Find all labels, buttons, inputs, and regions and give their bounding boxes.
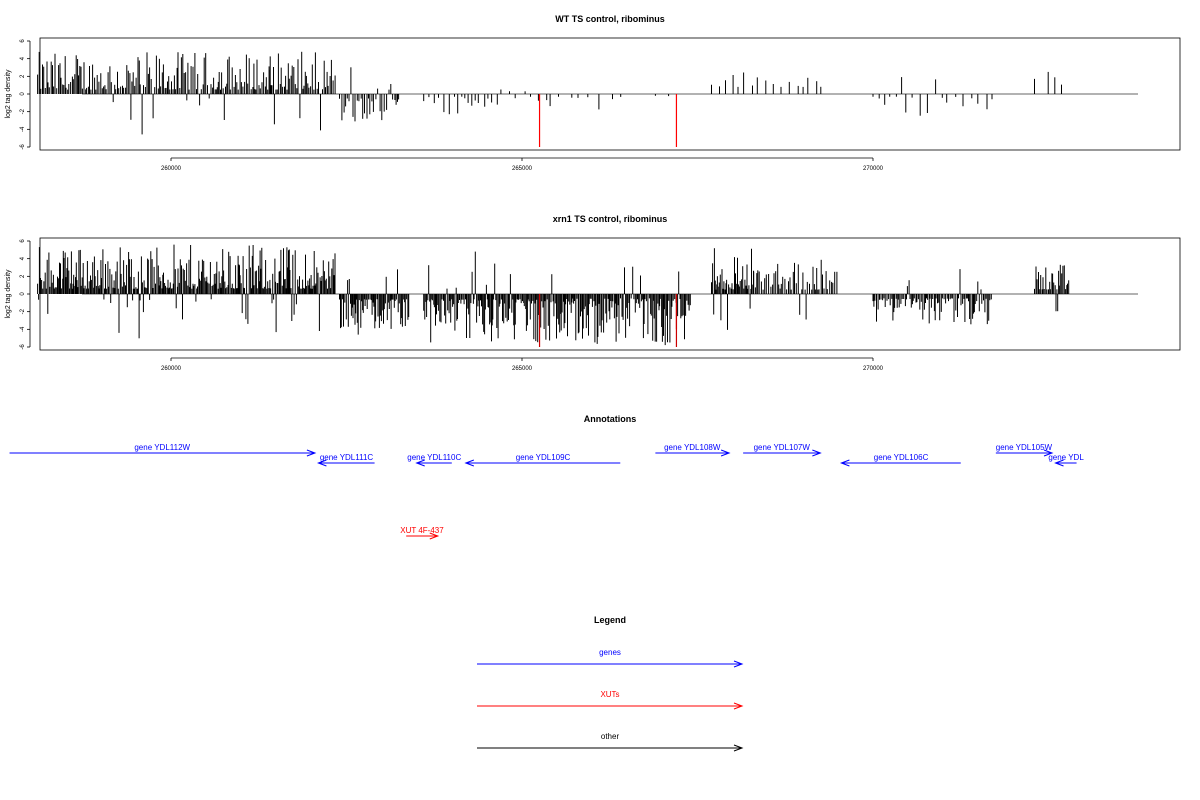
feature-arrowhead — [839, 459, 850, 467]
annotation-features: gene YDL112W gene YDL111C gene YDL110C gene… — [9, 443, 1084, 540]
feature-label: gene YDL107W — [754, 443, 811, 452]
legend-label: genes — [599, 648, 621, 657]
feature: gene YDL110C — [407, 453, 461, 467]
feature: gene YDL105W — [996, 443, 1054, 457]
feature-label: gene YDL109C — [516, 453, 571, 462]
y-tick-label: 6 — [20, 39, 26, 43]
legend-item: other — [477, 732, 744, 752]
legend-panel: Legend genes XUTs other — [477, 615, 744, 752]
x-tick-label: 260000 — [161, 166, 182, 172]
legend-arrowhead — [733, 744, 744, 752]
xrn1-coverage-panel: xrn1 TS control, ribominus log2 tag dens… — [5, 214, 1181, 372]
y-tick-label: 2 — [20, 274, 26, 278]
feature-arrowhead — [464, 459, 475, 467]
x-tick-label: 265000 — [512, 366, 533, 372]
y-tick-label: 0 — [20, 292, 26, 296]
feature-label: gene YDL106C — [874, 453, 929, 462]
feature: gene YDL111C — [316, 453, 375, 467]
x-tick-label: 265000 — [512, 166, 533, 172]
legend-item: genes — [477, 648, 744, 668]
feature-label: XUT 4F-437 — [400, 526, 444, 535]
feature-arrowhead — [720, 449, 731, 457]
wt-coverage-panel: WT TS control, ribominus log2 tag densit… — [5, 14, 1181, 172]
x-tick-label: 270000 — [863, 366, 884, 372]
feature-label: gene YDL108W — [664, 443, 721, 452]
wt-y-axis-label: log2 tag density — [5, 69, 12, 119]
y-tick-label: -2 — [20, 308, 26, 314]
xrn1-coverage-bars — [37, 244, 1070, 346]
xrn1-y-axis: -6 -4 -2 0 2 4 6 — [20, 239, 31, 350]
legend-title: Legend — [594, 615, 626, 625]
wt-x-axis: 260000 265000 270000 — [161, 157, 884, 172]
feature-arrowhead — [306, 449, 317, 457]
legend-label: other — [601, 732, 620, 741]
annotations-title: Annotations — [584, 414, 637, 424]
y-tick-label: -6 — [20, 144, 26, 150]
x-tick-label: 270000 — [863, 166, 884, 172]
xrn1-x-axis: 260000 265000 270000 — [161, 357, 884, 372]
xrn1-red-bars — [538, 294, 678, 347]
feature-label: gene YDL111C — [320, 453, 374, 462]
feature: gene YDL108W — [655, 443, 731, 457]
y-tick-label: 0 — [20, 92, 26, 96]
y-tick-label: -2 — [20, 108, 26, 114]
feature-arrowhead — [812, 449, 822, 457]
feature-arrowhead — [316, 459, 327, 467]
feature: gene YDL — [1048, 453, 1084, 467]
legend-label: XUTs — [600, 690, 619, 699]
feature: gene YDL107W — [743, 443, 822, 457]
feature: gene YDL112W — [9, 443, 317, 457]
legend-item: XUTs — [477, 690, 744, 710]
y-tick-label: 4 — [20, 56, 26, 60]
legend-arrowhead — [733, 702, 744, 710]
y-tick-label: 4 — [20, 256, 26, 260]
feature-label: gene YDL112W — [134, 443, 190, 452]
wt-red-bars — [538, 94, 678, 147]
feature-arrowhead — [1054, 459, 1064, 467]
feature-label: gene YDL110C — [407, 453, 461, 462]
y-tick-label: -6 — [20, 344, 26, 350]
y-tick-label: -4 — [20, 326, 26, 332]
wt-coverage-bars — [37, 51, 1062, 135]
y-tick-label: -4 — [20, 126, 26, 132]
feature: XUT 4F-437 — [400, 526, 444, 540]
legend-items: genes XUTs other — [477, 648, 744, 752]
xrn1-y-axis-label: log2 tag density — [5, 269, 12, 319]
wt-panel-title: WT TS control, ribominus — [555, 14, 665, 24]
feature: gene YDL106C — [839, 453, 961, 467]
feature-arrowhead — [429, 532, 440, 540]
wt-plot-frame — [39, 37, 1181, 151]
legend-arrowhead — [733, 660, 744, 668]
feature-arrowhead — [415, 459, 425, 467]
feature: gene YDL109C — [464, 453, 621, 467]
x-tick-label: 260000 — [161, 366, 182, 372]
y-tick-label: 2 — [20, 74, 26, 78]
wt-y-axis: -6 -4 -2 0 2 4 6 — [20, 39, 31, 150]
xrn1-panel-title: xrn1 TS control, ribominus — [553, 214, 668, 224]
feature-label: gene YDL — [1048, 453, 1084, 462]
feature-arrowhead — [1043, 449, 1054, 457]
feature-label: gene YDL105W — [996, 443, 1053, 452]
y-tick-label: 6 — [20, 239, 26, 243]
